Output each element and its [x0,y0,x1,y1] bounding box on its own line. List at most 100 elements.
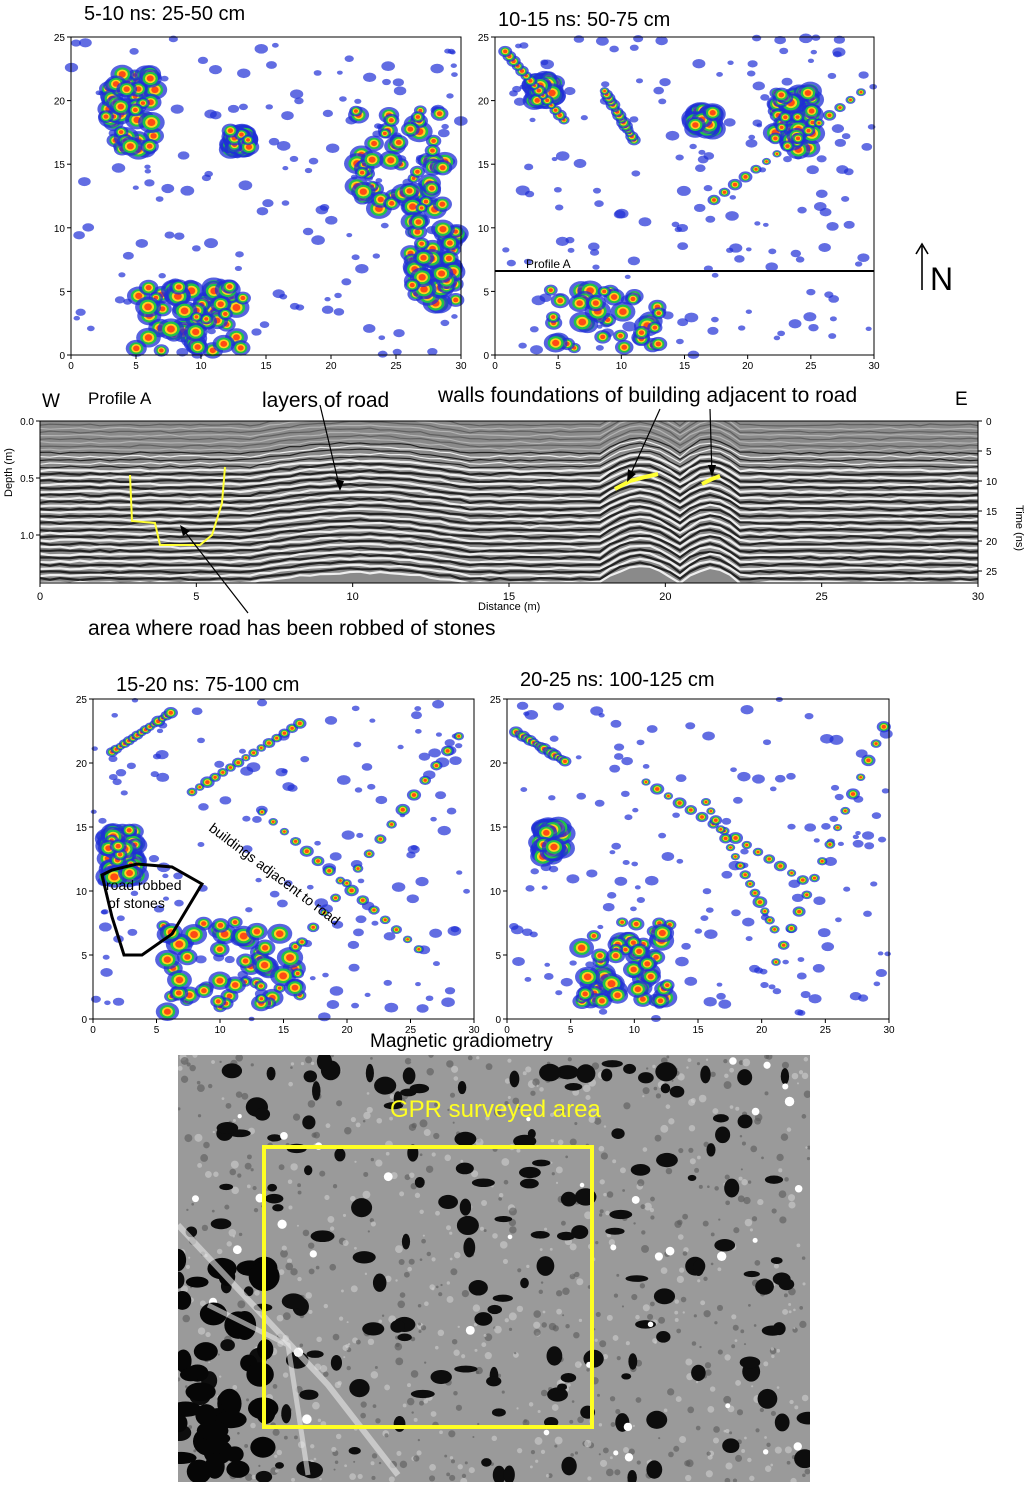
y-tick-label: 0 [81,1015,87,1026]
x-tick-label: 0 [68,361,74,370]
robbed-road-label-line1: road robbed [106,877,182,893]
robbed-area-outline [129,466,226,546]
x-tick-label: 20 [756,1025,768,1036]
time-tick-label: 10 [986,477,998,488]
annotation-walls-foundations: walls foundations of building adjacent t… [438,384,858,407]
x-tick-label: 0 [504,1025,510,1036]
depth-tick-label: 0.0 [20,417,34,428]
y-tick-label: 20 [478,97,490,108]
depth-slice-map-1: 0 5 10 15 20 25 30 0 5 10 15 20 25 [54,33,469,370]
y-tick-label: 25 [76,695,88,706]
time-axis-label: Time (ns) [1013,505,1024,551]
x-tick-label: 25 [405,1025,417,1036]
y-tick-label: 10 [76,887,88,898]
y-tick-label: 5 [81,951,87,962]
slice-blobs [498,33,878,359]
x-tick-label: 5 [133,361,139,370]
slice-title-1: 5-10 ns: 25-50 cm [84,3,246,25]
distance-tick-label: 30 [972,591,984,603]
y-tick-label: 25 [490,695,502,706]
x-tick-label: 15 [278,1025,290,1036]
profile-east-label: E [955,389,968,410]
time-tick-label: 0 [986,417,992,428]
depth-axis-ticks: 0.0 0.5 1.0 [20,417,40,542]
x-axis-ticks: 0 5 10 15 20 25 30 [504,1019,895,1036]
annotation-robbed-area: area where road has been robbed of stone… [88,617,496,640]
x-tick-label: 30 [868,361,880,370]
arrow-wall-2 [709,408,713,476]
y-tick-label: 0 [59,351,65,362]
gpr-surveyed-area-box [262,1145,594,1429]
x-tick-label: 25 [820,1025,832,1036]
x-tick-label: 30 [455,361,467,370]
wall-foundation-1 [614,472,659,491]
robbed-road-outline [100,862,205,957]
x-tick-label: 15 [260,361,272,370]
distance-tick-label: 0 [37,591,43,603]
distance-axis-ticks: 0 5 10 15 20 25 30 [37,583,984,603]
magnetic-gradiometry-map: GPR surveyed area [178,1055,810,1482]
y-tick-label: 15 [76,823,88,834]
y-tick-label: 25 [54,33,66,44]
magnetic-anomalies [178,1055,810,1482]
slice-title-3: 15-20 ns: 75-100 cm [116,674,300,696]
profile-title: Profile A [88,389,152,408]
x-tick-label: 30 [883,1025,895,1036]
profile-west-label: W [42,391,60,412]
arrow-layers [319,405,341,490]
y-tick-label: 20 [76,759,88,770]
arrow-wall-1 [627,408,661,481]
x-tick-label: 15 [692,1025,704,1036]
depth-slice-map-4: 0 5 10 15 20 25 30 0 5 10 15 20 25 [490,695,895,1036]
y-tick-label: 20 [54,97,66,108]
y-axis-ticks: 0 5 10 15 20 25 [490,695,507,1026]
x-tick-label: 15 [679,361,691,370]
gpr-radargram: Depth (m) 0.0 0.5 1.0 Time (ns) 0 5 10 15 20 25… [3,405,1024,614]
magnetic-title: Magnetic gradiometry [370,1031,553,1052]
gpr-surveyed-area-label: GPR surveyed area [390,1096,601,1123]
y-tick-label: 20 [490,759,502,770]
y-axis-ticks: 0 5 10 15 20 25 [478,33,495,362]
y-tick-label: 15 [490,823,502,834]
x-tick-label: 20 [325,361,337,370]
x-tick-label: 20 [341,1025,353,1036]
y-tick-label: 15 [54,160,66,171]
x-axis-ticks: 0 5 10 15 20 25 30 [90,1019,480,1036]
slice-blobs [64,35,469,359]
time-tick-label: 25 [986,567,998,578]
distance-tick-label: 20 [659,591,671,603]
north-label: N [930,261,953,296]
slice-title-2: 10-15 ns: 50-75 cm [498,9,671,31]
y-tick-label: 25 [478,33,490,44]
distance-tick-label: 15 [503,591,515,603]
x-tick-label: 10 [629,1025,641,1036]
buildings-label: buildings adjacent to road [206,820,343,929]
wall-foundation-2 [701,474,721,486]
x-tick-label: 5 [568,1025,574,1036]
x-tick-label: 20 [742,361,754,370]
y-tick-label: 0 [483,351,489,362]
distance-axis-label: Distance (m) [478,601,540,613]
x-tick-label: 10 [214,1025,226,1036]
annotation-layers-of-road: layers of road [262,389,390,412]
y-axis-ticks: 0 5 10 15 20 25 [54,33,71,362]
y-tick-label: 5 [59,287,65,298]
slice-blobs [90,697,470,1022]
y-tick-label: 10 [478,224,490,235]
x-tick-label: 5 [555,361,561,370]
y-axis-ticks: 0 5 10 15 20 25 [76,695,93,1026]
x-tick-label: 30 [468,1025,480,1036]
distance-tick-label: 25 [816,591,828,603]
y-tick-label: 0 [495,1015,501,1026]
depth-slice-map-3: road robbed of stones buildings adjacent… [76,695,480,1036]
depth-slice-map-2: Profile A 0 5 10 15 20 25 30 0 5 10 15 20 25 [478,33,880,370]
time-axis-ticks: 0 5 10 15 20 25 [978,417,998,578]
x-tick-label: 0 [90,1025,96,1036]
y-tick-label: 10 [54,224,66,235]
depth-tick-label: 0.5 [20,474,34,485]
depth-axis-label: Depth (m) [3,448,15,497]
arrow-robbed [181,527,249,614]
time-tick-label: 20 [986,537,998,548]
time-tick-label: 5 [986,447,992,458]
x-tick-label: 10 [195,361,207,370]
